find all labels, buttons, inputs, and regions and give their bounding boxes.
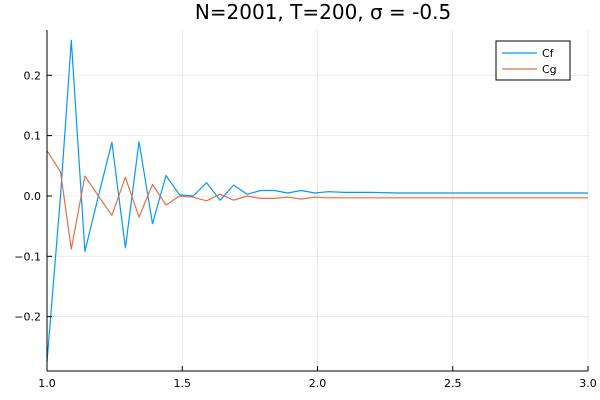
y-tick-label: 0.0: [24, 190, 42, 203]
series-line-cg: [46, 150, 588, 250]
x-tick-label: 1.5: [174, 377, 192, 390]
x-tick-label: 3.0: [579, 377, 597, 390]
y-tick-label: −0.2: [14, 311, 41, 324]
y-tick-label: 0.1: [24, 130, 42, 143]
series-line-cf: [46, 39, 588, 362]
x-ticks: 1.0 1.5 2.0 2.5 3.0: [38, 366, 597, 390]
y-tick-label: −0.1: [14, 250, 41, 263]
legend-label-cg: Cg: [542, 63, 557, 76]
y-tick-label: 0.2: [24, 69, 42, 82]
x-tick-label: 2.0: [309, 377, 327, 390]
chart-title: N=2001, T=200, σ = -0.5: [195, 0, 451, 24]
x-tick-label: 1.0: [38, 377, 56, 390]
y-ticks: −0.2 −0.1 0.0 0.1 0.2: [14, 69, 52, 324]
grid: [46, 30, 589, 371]
x-tick-label: 2.5: [444, 377, 462, 390]
legend: Cf Cg: [495, 40, 571, 81]
series-layer: [46, 39, 588, 362]
legend-label-cf: Cf: [542, 47, 555, 60]
legend-box: [495, 40, 571, 81]
